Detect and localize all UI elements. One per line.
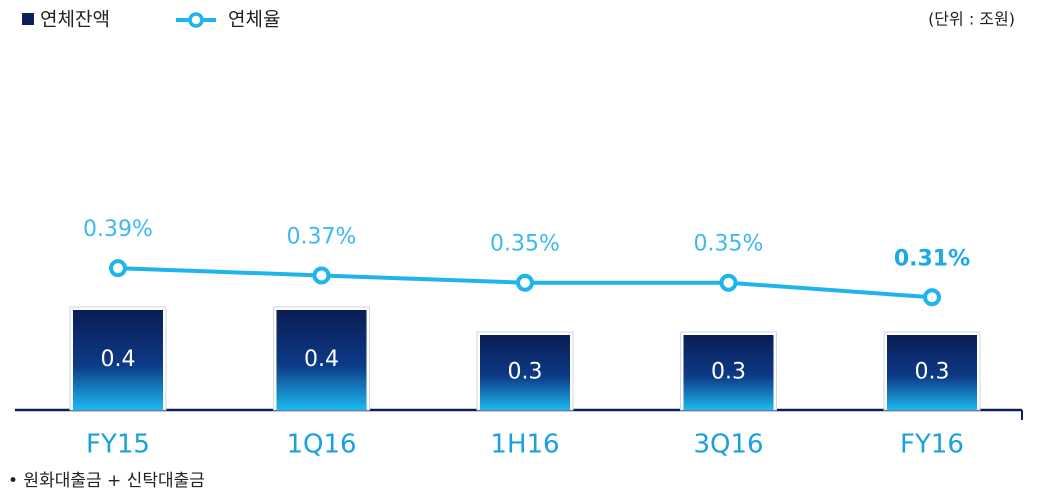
x-tick-label: 3Q16	[693, 430, 763, 460]
x-tick-label: FY15	[86, 430, 150, 460]
bar	[73, 310, 163, 410]
legend-swatch-marker	[188, 12, 204, 28]
legend-swatch-bar	[22, 13, 34, 25]
legend-label: 연체잔액	[40, 9, 110, 31]
footnote: • 원화대출금 + 신탁대출금	[8, 471, 205, 491]
bar-value-label: 0.3	[915, 360, 950, 385]
line-marker	[923, 288, 941, 307]
line-value-label: 0.37%	[287, 224, 357, 249]
line-value-label: 0.39%	[83, 217, 153, 242]
line-marker	[719, 273, 738, 292]
line-value-label: 0.35%	[490, 232, 560, 257]
unit-label: (단위 : 조원)	[928, 10, 1015, 29]
line-marker	[312, 266, 331, 285]
line-marker	[109, 259, 127, 278]
bar-value-label: 0.4	[304, 347, 339, 372]
line-marker	[516, 273, 534, 292]
x-tick-label: 1H16	[490, 430, 559, 460]
bar-value-label: 0.3	[508, 360, 543, 385]
legend-label: 연체율	[228, 9, 280, 31]
bar-value-label: 0.4	[101, 347, 136, 372]
line-value-label: 0.31%	[894, 246, 970, 271]
x-tick-label: FY16	[900, 430, 964, 460]
x-tick-label: 1Q16	[286, 430, 356, 460]
bar	[887, 335, 977, 410]
bar	[683, 335, 774, 410]
bar-value-label: 0.3	[711, 360, 746, 385]
bar	[480, 335, 570, 410]
line-value-label: 0.35%	[694, 232, 764, 257]
bar	[276, 310, 367, 410]
